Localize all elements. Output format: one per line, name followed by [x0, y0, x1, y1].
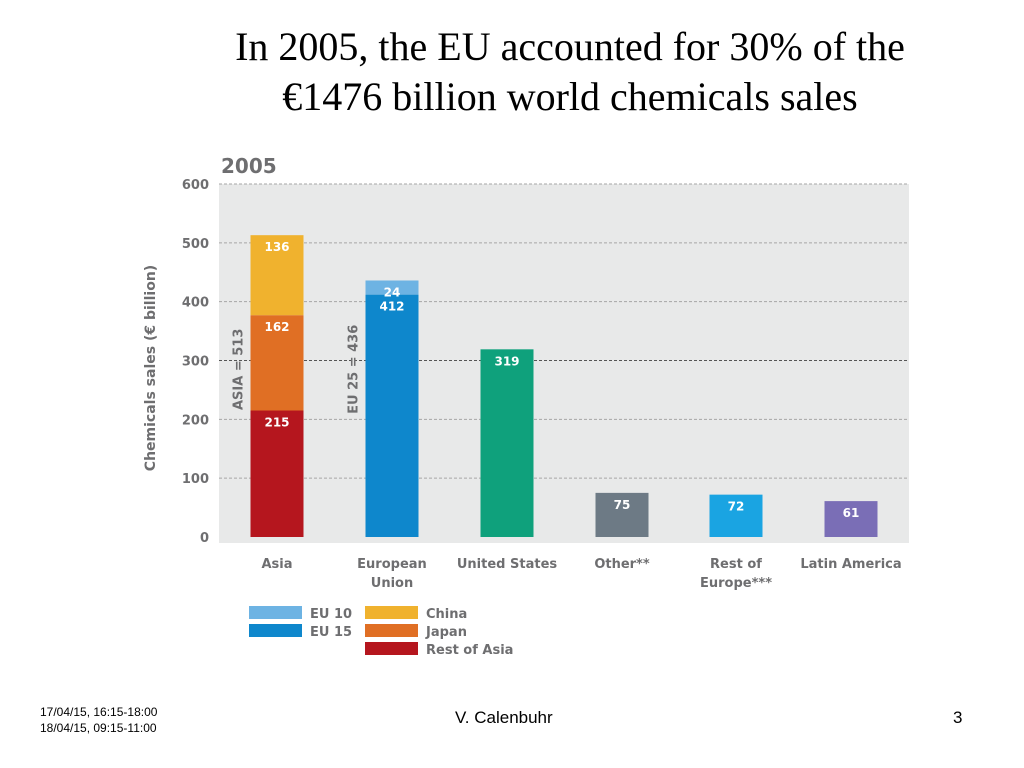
bar-value-label: 319: [494, 354, 519, 368]
bar-segment: [250, 410, 304, 537]
bar-segment: [480, 349, 534, 537]
author-name: V. Calenbuhr: [455, 708, 553, 727]
x-category-label: Rest of: [710, 557, 762, 572]
x-category-label: United States: [457, 557, 558, 572]
legend-label: China: [426, 607, 467, 622]
x-category-label-line2: Union: [371, 576, 413, 591]
legend-swatch: [249, 624, 302, 637]
legend-label: Rest of Asia: [426, 643, 513, 658]
session-date-1: 17/04/15, 16:15-18:00: [40, 705, 158, 719]
slide-title-line-2: €1476 billion world chemicals sales: [282, 74, 858, 119]
bar-segment: [365, 294, 419, 537]
bar-total-annotation: ASIA = 513: [232, 329, 247, 410]
bar-value-label: 24: [384, 285, 401, 299]
session-date-2: 18/04/15, 09:15-11:00: [40, 721, 157, 735]
x-category-label: Asia: [261, 557, 292, 572]
bar-value-label: 75: [614, 498, 631, 512]
bar-segment: [709, 494, 763, 537]
legend-swatch: [365, 642, 418, 655]
slide-title: In 2005, the EU accounted for 30% of the…: [150, 22, 990, 122]
x-category-label: Other**: [594, 557, 650, 572]
bar-segment: [824, 501, 878, 537]
y-tick-label: 200: [182, 413, 209, 428]
y-tick-label: 400: [182, 296, 209, 311]
slide-title-line-1: In 2005, the EU accounted for 30% of the: [235, 24, 905, 69]
x-category-label: European: [357, 557, 427, 572]
legend-swatch: [365, 624, 418, 637]
x-category-label: Latin America: [800, 557, 901, 572]
bar-value-label: 136: [264, 240, 289, 254]
y-tick-label: 500: [182, 237, 209, 252]
bar-segment: [250, 315, 304, 411]
bar-value-label: 162: [264, 320, 289, 334]
y-axis-label: Chemicals sales (€ billion): [143, 265, 159, 471]
bar-value-label: 61: [843, 506, 860, 520]
y-tick-label: 0: [200, 531, 209, 546]
plot-background: [219, 184, 909, 543]
x-category-label-line2: Europe***: [700, 576, 772, 591]
legend-swatch: [249, 606, 302, 619]
bar-segment: [595, 492, 649, 537]
legend-label: EU 15: [310, 625, 352, 640]
y-tick-label: 300: [182, 355, 209, 370]
legend-label: Japan: [425, 625, 467, 640]
bar-segment: [365, 280, 419, 295]
bar-total-annotation: EU 25 = 436: [347, 325, 362, 414]
bar-value-label: 412: [379, 300, 404, 314]
chemicals-sales-chart: 2005 0 100 200 300 400 500 600 Chemicals sales (…: [143, 154, 909, 658]
page-number: 3: [953, 708, 963, 727]
y-tick-label: 600: [182, 178, 209, 193]
legend-swatch: [365, 606, 418, 619]
bar-value-label: 72: [728, 500, 745, 514]
session-dates: 17/04/15, 16:15-18:00 18/04/15, 09:15-11…: [40, 704, 157, 736]
bar-value-label: 215: [264, 416, 289, 430]
y-tick-label: 100: [182, 472, 209, 487]
chart-title: 2005: [221, 154, 277, 178]
bar-segment: [250, 235, 304, 316]
legend-label: EU 10: [310, 607, 352, 622]
